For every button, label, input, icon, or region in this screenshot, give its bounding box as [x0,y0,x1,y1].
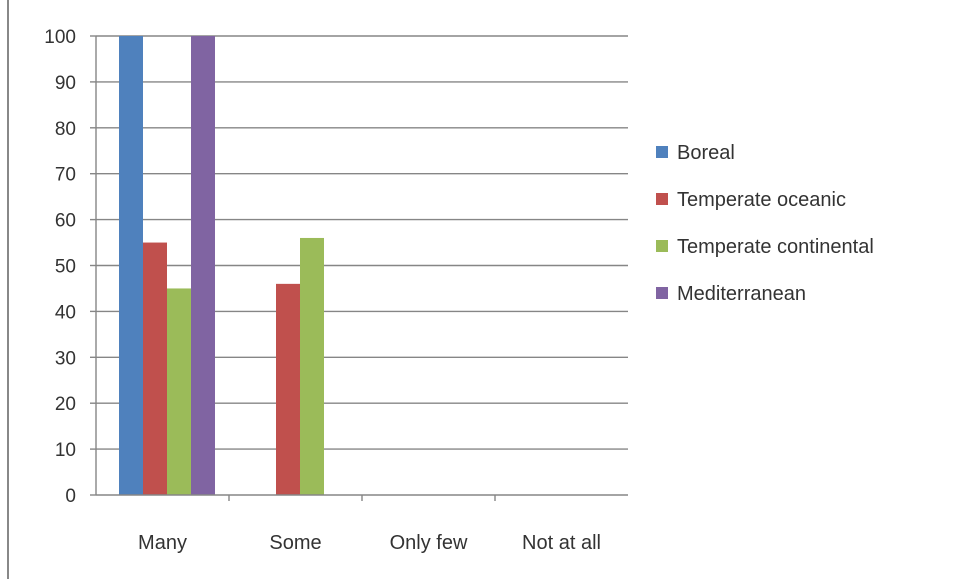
bars [119,36,324,495]
legend-swatch [656,240,668,252]
bar-mediterranean [191,36,215,495]
bar-temperate-continental [167,288,191,495]
legend-swatch [656,146,668,158]
y-axis-ticks: 0 10 20 30 40 50 60 70 80 90 100 [44,27,96,507]
y-tick-label: 80 [55,119,76,140]
bar-boreal [119,36,143,495]
y-tick-label: 0 [65,486,76,507]
y-tick-label: 50 [55,257,76,278]
legend: Boreal Temperate oceanic Temperate contine… [656,142,874,305]
y-tick-label: 60 [55,211,76,232]
y-tick-label: 20 [55,394,76,415]
legend-swatch [656,287,668,299]
y-tick-label: 100 [44,27,76,48]
x-axis: Many Some Only few Not at all [95,36,628,554]
y-tick-label: 90 [55,73,76,94]
x-tick-label: Not at all [522,532,601,554]
y-tick-label: 30 [55,348,76,369]
bar-temperate-continental [300,237,324,495]
bar-temperate-oceanic [143,242,167,495]
legend-label: Mediterranean [677,283,806,305]
y-tick-label: 70 [55,165,76,186]
y-tick-label: 10 [55,440,76,461]
x-tick-label: Many [138,532,187,554]
legend-label: Temperate oceanic [677,189,846,211]
legend-swatch [656,193,668,205]
legend-label: Boreal [677,142,735,164]
bar-temperate-oceanic [276,283,300,495]
x-tick-label: Only few [390,532,468,554]
legend-label: Temperate continental [677,236,874,258]
x-tick-label: Some [269,532,321,554]
y-tick-label: 40 [55,302,76,323]
